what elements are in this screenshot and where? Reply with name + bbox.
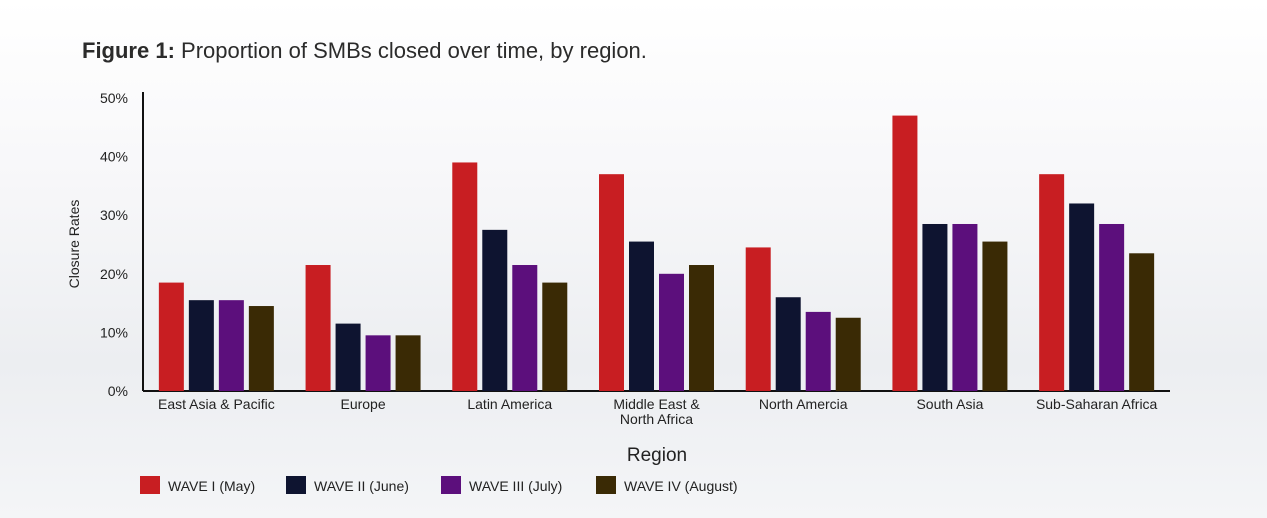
bar <box>745 247 771 391</box>
chart-title: Figure 1: Proportion of SMBs closed over… <box>82 38 647 64</box>
bar <box>892 115 918 391</box>
bar <box>542 282 568 391</box>
x-axis-label: Region <box>627 445 687 466</box>
x-tick-label: Middle East & <box>613 396 700 412</box>
legend-swatch <box>140 476 160 494</box>
bar <box>805 311 831 391</box>
x-tick-label: East Asia & Pacific <box>158 396 275 412</box>
x-tick-label: North Africa <box>620 411 693 427</box>
legend-swatch <box>596 476 616 494</box>
bar <box>248 306 274 391</box>
bar <box>305 265 331 391</box>
y-tick-label: 20% <box>100 266 128 282</box>
bar <box>218 300 244 391</box>
legend-label: WAVE II (June) <box>314 478 409 494</box>
bar <box>922 223 948 391</box>
bar <box>659 273 684 391</box>
x-tick-label: North Amercia <box>759 396 848 412</box>
legend-label: WAVE IV (August) <box>624 478 738 494</box>
title-text: Proportion of SMBs closed over time, by … <box>174 38 647 63</box>
y-axis-label: Closure Rates <box>66 200 82 289</box>
legend-swatch <box>441 476 461 494</box>
bar <box>982 241 1008 391</box>
bar <box>1129 253 1155 391</box>
bar <box>599 174 624 391</box>
bar <box>395 335 421 391</box>
bar <box>629 241 654 391</box>
legend-swatch <box>286 476 306 494</box>
bar <box>775 297 801 391</box>
x-tick-label: Latin America <box>467 396 552 412</box>
bar <box>1039 174 1065 391</box>
title-prefix: Figure 1: <box>82 38 175 63</box>
y-tick-label: 0% <box>108 383 128 399</box>
bar <box>1069 203 1095 391</box>
x-tick-label: Sub-Saharan Africa <box>1036 396 1158 412</box>
bar <box>452 162 478 391</box>
bar <box>482 229 508 391</box>
bar <box>952 223 978 391</box>
legend-label: WAVE III (July) <box>469 478 562 494</box>
bar <box>365 335 391 391</box>
y-tick-label: 50% <box>100 90 128 106</box>
bar <box>158 282 184 391</box>
legend-label: WAVE I (May) <box>168 478 255 494</box>
x-tick-label: South Asia <box>916 396 983 412</box>
y-tick-label: 40% <box>100 149 128 165</box>
bar <box>689 265 714 391</box>
bar <box>1099 223 1125 391</box>
bar <box>512 265 538 391</box>
x-tick-label: Europe <box>340 396 385 412</box>
bar <box>188 300 214 391</box>
bar <box>835 317 861 391</box>
bar <box>335 323 361 391</box>
y-tick-label: 10% <box>100 324 128 340</box>
y-tick-label: 30% <box>100 207 128 223</box>
